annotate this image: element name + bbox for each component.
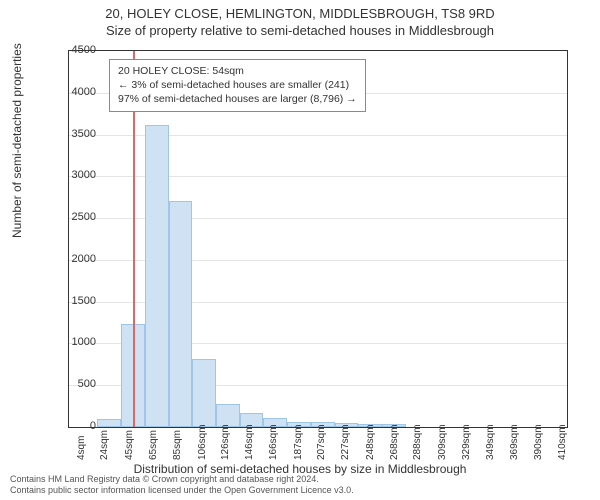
- chart-title-sub: Size of property relative to semi-detach…: [0, 23, 600, 38]
- y-tick-label: 4500: [56, 44, 96, 56]
- x-tick-label: 166sqm: [268, 424, 279, 460]
- annotation-box: 20 HOLEY CLOSE: 54sqm ← 3% of semi-detac…: [109, 59, 366, 112]
- y-tick-label: 1000: [56, 336, 96, 348]
- y-axis-label: Number of semi-detached properties: [10, 43, 24, 238]
- x-tick-label: 369sqm: [509, 424, 520, 460]
- x-tick-label: 106sqm: [197, 424, 208, 460]
- x-tick-label: 248sqm: [365, 424, 376, 460]
- histogram-bar: [169, 201, 193, 427]
- x-tick-label: 390sqm: [533, 424, 544, 460]
- chart-area: 20 HOLEY CLOSE: 54sqm ← 3% of semi-detac…: [68, 50, 568, 428]
- y-tick-label: 1500: [56, 295, 96, 307]
- histogram-bar: [145, 125, 169, 427]
- x-tick-label: 329sqm: [461, 424, 472, 460]
- x-tick-label: 24sqm: [99, 430, 110, 460]
- x-tick-label: 4sqm: [76, 436, 87, 460]
- credits-line2: Contains public sector information licen…: [10, 485, 354, 496]
- x-tick-label: 126sqm: [220, 424, 231, 460]
- y-tick-label: 500: [56, 378, 96, 390]
- y-tick-label: 3000: [56, 169, 96, 181]
- annotation-line2: ← 3% of semi-detached houses are smaller…: [118, 78, 357, 92]
- x-tick-label: 268sqm: [389, 424, 400, 460]
- y-tick-label: 2500: [56, 211, 96, 223]
- credits-block: Contains HM Land Registry data © Crown c…: [10, 474, 354, 497]
- annotation-line1: 20 HOLEY CLOSE: 54sqm: [118, 64, 357, 78]
- x-tick-label: 309sqm: [437, 424, 448, 460]
- x-tick-label: 45sqm: [124, 430, 135, 460]
- x-tick-label: 227sqm: [340, 424, 351, 460]
- annotation-line3: 97% of semi-detached houses are larger (…: [118, 92, 357, 106]
- x-tick-label: 146sqm: [244, 424, 255, 460]
- x-tick-label: 349sqm: [485, 424, 496, 460]
- x-tick-label: 65sqm: [148, 430, 159, 460]
- histogram-bar: [192, 359, 216, 428]
- chart-title-main: 20, HOLEY CLOSE, HEMLINGTON, MIDDLESBROU…: [0, 6, 600, 21]
- histogram-bar: [97, 419, 121, 427]
- x-tick-label: 410sqm: [557, 424, 568, 460]
- x-tick-label: 85sqm: [172, 430, 183, 460]
- y-tick-label: 4000: [56, 86, 96, 98]
- x-tick-label: 207sqm: [316, 424, 327, 460]
- y-tick-label: 3500: [56, 128, 96, 140]
- y-tick-label: 2000: [56, 253, 96, 265]
- x-tick-label: 187sqm: [293, 424, 304, 460]
- credits-line1: Contains HM Land Registry data © Crown c…: [10, 474, 354, 485]
- x-tick-label: 288sqm: [412, 424, 423, 460]
